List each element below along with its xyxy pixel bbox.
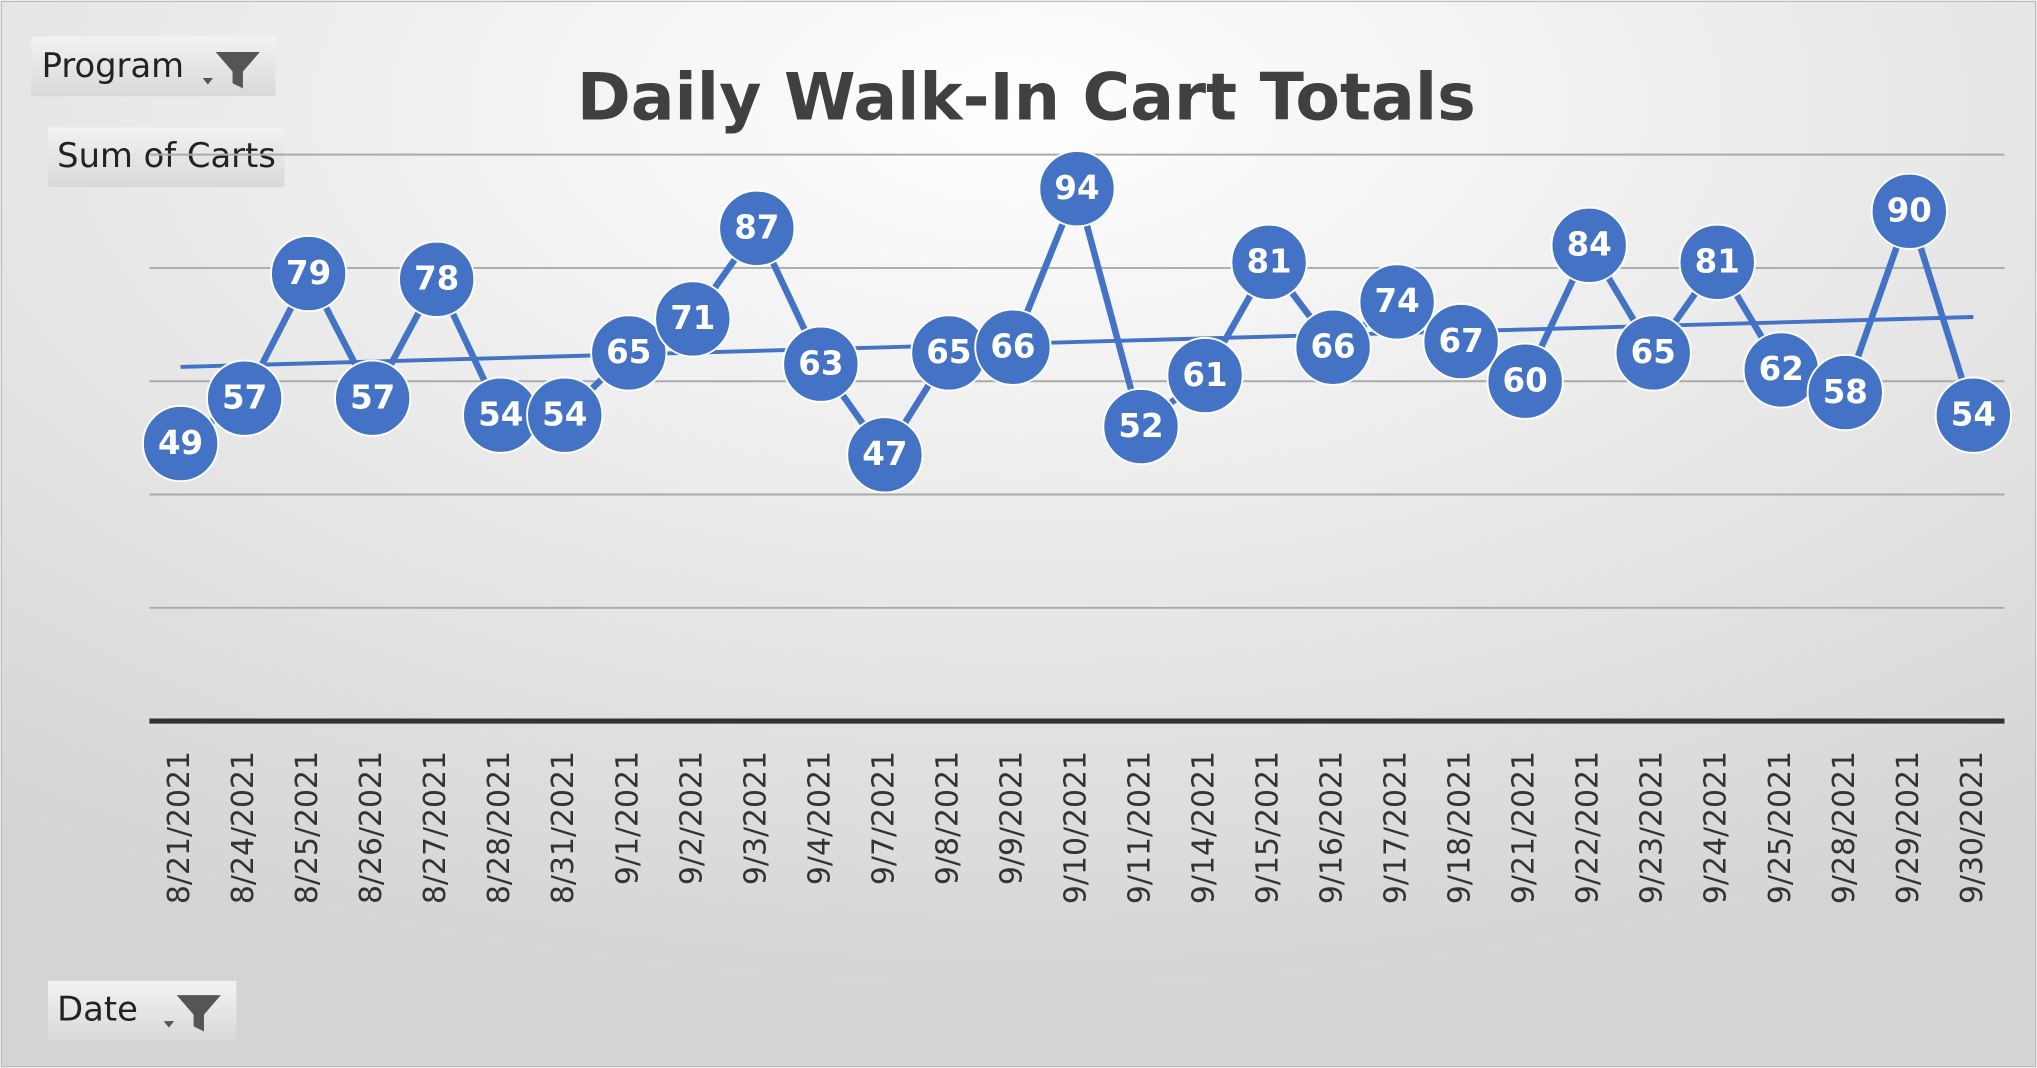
data-point <box>1934 376 2012 454</box>
x-tick-label: 9/29/2021 <box>1891 751 1926 904</box>
x-tick-label: 8/26/2021 <box>354 751 389 904</box>
data-point <box>205 359 284 437</box>
x-tick-label: 8/31/2021 <box>546 751 581 904</box>
x-tick-label: 9/28/2021 <box>1827 751 1862 904</box>
data-point <box>334 359 412 437</box>
data-label: 47 <box>862 435 907 473</box>
data-label: 74 <box>1375 282 1420 320</box>
x-tick-label: 9/1/2021 <box>610 751 645 885</box>
data-label: 79 <box>286 254 331 292</box>
data-point <box>398 240 476 318</box>
data-label: 65 <box>606 333 651 371</box>
data-label: 65 <box>1631 333 1676 371</box>
data-point <box>590 314 668 392</box>
data-point <box>1102 387 1180 466</box>
x-tick-label: 9/22/2021 <box>1571 751 1606 904</box>
x-tick-label: 9/18/2021 <box>1443 751 1478 904</box>
data-label: 66 <box>1310 328 1355 366</box>
data-point <box>1678 223 1756 301</box>
x-tick-label: 8/25/2021 <box>290 751 325 904</box>
x-tick-label: 9/9/2021 <box>994 751 1029 885</box>
filter-label: Program <box>42 46 184 85</box>
data-point <box>1294 308 1372 386</box>
data-label: 81 <box>1695 243 1740 281</box>
x-tick-label: 9/30/2021 <box>1955 751 1990 904</box>
data-point <box>269 234 348 313</box>
data-label: 54 <box>478 396 523 434</box>
data-point <box>782 325 860 403</box>
x-tick-label: 9/24/2021 <box>1699 751 1734 904</box>
data-point <box>1550 206 1628 284</box>
x-tick-label: 9/3/2021 <box>738 751 773 885</box>
data-label: 63 <box>798 345 843 383</box>
x-tick-label: 9/7/2021 <box>866 751 901 885</box>
x-tick-label: 9/14/2021 <box>1187 751 1222 904</box>
data-label: 67 <box>1439 322 1484 360</box>
data-label: 84 <box>1567 226 1612 264</box>
value-field-button[interactable] <box>48 127 285 188</box>
data-point <box>141 404 220 483</box>
data-label: 57 <box>350 379 395 417</box>
data-label: 71 <box>670 299 715 337</box>
data-label: 94 <box>1054 169 1099 207</box>
filter-icon[interactable] <box>163 995 221 1032</box>
data-point <box>1422 302 1500 381</box>
data-label: 52 <box>1118 407 1163 445</box>
data-label: 57 <box>222 379 267 417</box>
x-tick-label: 9/17/2021 <box>1379 751 1414 904</box>
x-tick-label: 8/21/2021 <box>162 751 197 904</box>
x-tick-label: 9/15/2021 <box>1251 751 1286 904</box>
data-label: 54 <box>542 396 587 434</box>
x-tick-label: 9/4/2021 <box>802 751 837 885</box>
data-point <box>1806 353 1884 432</box>
x-tick-label: 9/23/2021 <box>1635 751 1670 904</box>
x-tick-label: 9/16/2021 <box>1315 751 1350 904</box>
data-label: 87 <box>734 209 779 247</box>
data-point <box>526 376 604 454</box>
data-label: 62 <box>1759 350 1804 388</box>
data-point <box>1358 263 1436 341</box>
filter-label: Date <box>57 989 138 1028</box>
data-label: 54 <box>1951 396 1996 434</box>
data-label: 49 <box>158 424 203 462</box>
x-tick-label: 9/25/2021 <box>1763 751 1798 904</box>
data-point <box>974 308 1052 386</box>
x-tick-label: 9/11/2021 <box>1122 751 1157 904</box>
data-point <box>1870 172 1948 250</box>
data-label: 61 <box>1182 356 1227 394</box>
data-point <box>1038 149 1116 228</box>
x-tick-label: 8/28/2021 <box>482 751 517 904</box>
data-point <box>1486 342 1564 420</box>
data-point <box>1614 314 1692 392</box>
data-point <box>846 416 924 494</box>
data-label: 65 <box>926 333 971 371</box>
chart-title: Daily Walk-In Cart Totals <box>577 60 1476 135</box>
data-label: 66 <box>990 328 1035 366</box>
data-point <box>654 280 732 358</box>
data-label: 58 <box>1823 373 1868 411</box>
x-tick-label: 8/24/2021 <box>226 751 261 904</box>
x-tick-label: 9/21/2021 <box>1507 751 1542 904</box>
data-point <box>1230 223 1308 301</box>
data-label: 81 <box>1246 243 1291 281</box>
data-point <box>718 189 796 267</box>
x-tick-label: 9/10/2021 <box>1058 751 1093 904</box>
data-label: 90 <box>1887 192 1932 230</box>
x-tick-label: 8/27/2021 <box>418 751 453 904</box>
filter-icon[interactable] <box>202 52 260 89</box>
x-tick-label: 9/2/2021 <box>674 751 709 885</box>
data-point <box>1166 336 1244 415</box>
data-label: 78 <box>414 260 459 298</box>
x-tick-label: 9/8/2021 <box>930 751 965 885</box>
data-label: 60 <box>1503 362 1548 400</box>
